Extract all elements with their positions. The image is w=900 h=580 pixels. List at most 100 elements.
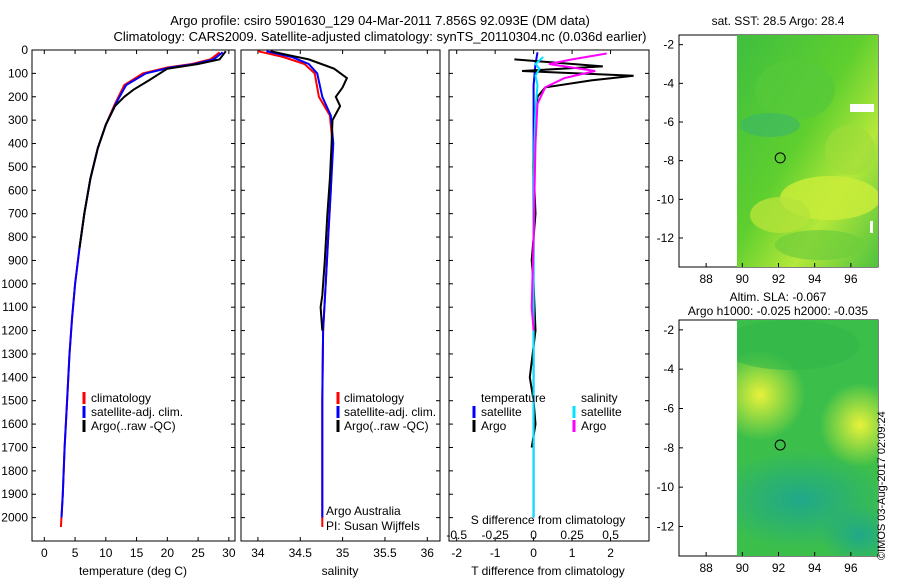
y-tick-label: 700 xyxy=(8,207,28,221)
difference-panel: -2 -1 0 1 2 -0.5 -0.25 0 0.25 0.5 T difference fr… xyxy=(446,49,650,578)
temperature-legend: climatology satellite-adj. clim. Argo(..… xyxy=(82,391,183,433)
top-tick-label: -0.5 xyxy=(446,528,467,542)
y-tick-label: 900 xyxy=(8,253,28,267)
y-tick-label: 1000 xyxy=(1,277,28,291)
x-tick-label: -2 xyxy=(451,546,462,560)
x-tick-label: 1 xyxy=(569,546,576,560)
top-tick-label: 0.5 xyxy=(602,528,619,542)
argo-location-marker xyxy=(774,152,786,164)
salinity-xlabel: salinity xyxy=(322,564,359,578)
series-s-satellite xyxy=(532,56,544,518)
temperature-xlabel: temperature (deg C) xyxy=(79,564,187,578)
x-tick-label: 15 xyxy=(130,546,144,560)
legend-label-satellite: satellite-adj. clim. xyxy=(344,405,436,419)
temperature-axes-box xyxy=(31,49,236,542)
map-x-tick-label: 92 xyxy=(772,272,786,286)
map-y-tick-label: -10 xyxy=(657,480,675,494)
map-y-tick-label: -12 xyxy=(657,520,675,534)
map-x-tick-label: 94 xyxy=(808,272,822,286)
legend-label-s-argo: Argo xyxy=(581,419,607,433)
sst-missing-patch-small xyxy=(870,221,873,233)
y-tick-label: 1200 xyxy=(1,324,28,338)
salinity-axes-box xyxy=(240,49,441,542)
temperature-panel: 0100200300400500600700800900100011001200… xyxy=(1,43,236,578)
y-tick-label: 1900 xyxy=(1,487,28,501)
y-tick-label: 100 xyxy=(8,66,28,80)
top-tick-label: 0.25 xyxy=(560,528,584,542)
y-tick-label: 1300 xyxy=(1,347,28,361)
sst-map-title: sat. SST: 28.5 Argo: 28.4 xyxy=(712,14,845,28)
y-tick-label: 0 xyxy=(21,43,28,57)
map-y-tick-label: -8 xyxy=(663,441,674,455)
top-tick-label: 0 xyxy=(530,528,537,542)
figure-title-line1: Argo profile: csiro 5901630_129 04-Mar-2… xyxy=(170,13,590,28)
x-tick-label: 35.5 xyxy=(373,546,397,560)
legend-title-temperature: temperature xyxy=(481,391,546,405)
map-y-tick-label: -12 xyxy=(657,231,675,245)
difference-xlabel: T difference from climatology xyxy=(471,564,625,578)
y-tick-label: 1400 xyxy=(1,370,28,384)
y-tick-label: 600 xyxy=(8,183,28,197)
legend-label-satellite: satellite-adj. clim. xyxy=(91,405,183,419)
difference-top-axis-label: S difference from climatology xyxy=(471,513,626,527)
salinity-legend: climatology satellite-adj. clim. Argo(..… xyxy=(336,391,436,433)
annotation-argo-australia: Argo Australia xyxy=(326,504,401,518)
y-tick-label: 1500 xyxy=(1,394,28,408)
series-satellite-adj-clim- xyxy=(266,50,335,518)
map-y-tick-label: -2 xyxy=(663,38,674,52)
map-y-tick-label: -4 xyxy=(663,76,674,90)
x-tick-label: 5 xyxy=(72,546,79,560)
map-y-tick-label: -8 xyxy=(663,154,674,168)
legend-label-argo: Argo(..raw -QC) xyxy=(344,419,429,433)
sla-map: Altim. SLA: -0.067 Argo h1000: -0.025 h2… xyxy=(657,290,879,575)
y-tick-label: 1100 xyxy=(2,300,28,314)
y-tick-label: 400 xyxy=(8,137,28,151)
legend-label-t-argo: Argo xyxy=(481,419,507,433)
x-tick-label: 2 xyxy=(607,546,614,560)
legend-label-t-satellite: satellite xyxy=(481,405,522,419)
sst-field xyxy=(737,35,878,267)
map-y-tick-label: -2 xyxy=(663,323,674,337)
series-s-argo xyxy=(530,52,607,331)
argo-location-marker xyxy=(774,439,786,451)
sla-map-title2: Argo h1000: -0.025 h2000: -0.035 xyxy=(688,304,868,318)
x-tick-label: 34 xyxy=(251,546,265,560)
legend-label-climatology: climatology xyxy=(344,391,404,405)
x-tick-label: 30 xyxy=(222,546,236,560)
map-x-tick-label: 90 xyxy=(736,561,750,575)
map-x-tick-label: 88 xyxy=(699,272,713,286)
x-tick-label: 34.5 xyxy=(289,546,313,560)
legend-label-s-satellite: satellite xyxy=(581,405,622,419)
x-tick-label: 25 xyxy=(191,546,205,560)
x-tick-label: 36 xyxy=(421,546,435,560)
y-tick-label: 500 xyxy=(8,160,28,174)
x-tick-label: 20 xyxy=(161,546,175,560)
y-tick-label: 2000 xyxy=(1,511,28,525)
x-tick-label: -1 xyxy=(490,546,501,560)
sla-field xyxy=(737,320,878,556)
legend-label-climatology: climatology xyxy=(91,391,151,405)
annotation-pi: PI: Susan Wijffels xyxy=(326,519,420,533)
map-x-tick-label: 96 xyxy=(844,561,858,575)
x-tick-label: 0 xyxy=(41,546,48,560)
y-tick-label: 300 xyxy=(8,113,28,127)
sst-map: sat. SST: 28.5 Argo: 28.4 88 90 92 94 96 -2 -4… xyxy=(657,14,879,286)
map-y-tick-label: -4 xyxy=(663,362,674,376)
copyright-timestamp: ©IMOS 03-Aug-2017 02:09:24 xyxy=(876,411,888,560)
y-tick-label: 200 xyxy=(8,90,28,104)
map-y-tick-label: -10 xyxy=(657,192,675,206)
map-x-tick-label: 88 xyxy=(699,561,713,575)
y-tick-label: 800 xyxy=(8,230,28,244)
sla-map-title1: Altim. SLA: -0.067 xyxy=(730,290,827,304)
map-y-tick-label: -6 xyxy=(663,402,674,416)
figure-title-line2: Climatology: CARS2009. Satellite-adjuste… xyxy=(113,29,647,44)
salinity-panel: 34 34.5 35 35.5 36 salinity climatology sate… xyxy=(240,49,441,578)
x-tick-label: 0 xyxy=(530,546,537,560)
series-argo xyxy=(78,50,227,249)
top-tick-label: -0.25 xyxy=(481,528,509,542)
map-x-tick-label: 94 xyxy=(808,561,822,575)
map-x-tick-label: 92 xyxy=(772,561,786,575)
legend-label-argo: Argo(..raw -QC) xyxy=(91,419,176,433)
x-tick-label: 35 xyxy=(336,546,350,560)
